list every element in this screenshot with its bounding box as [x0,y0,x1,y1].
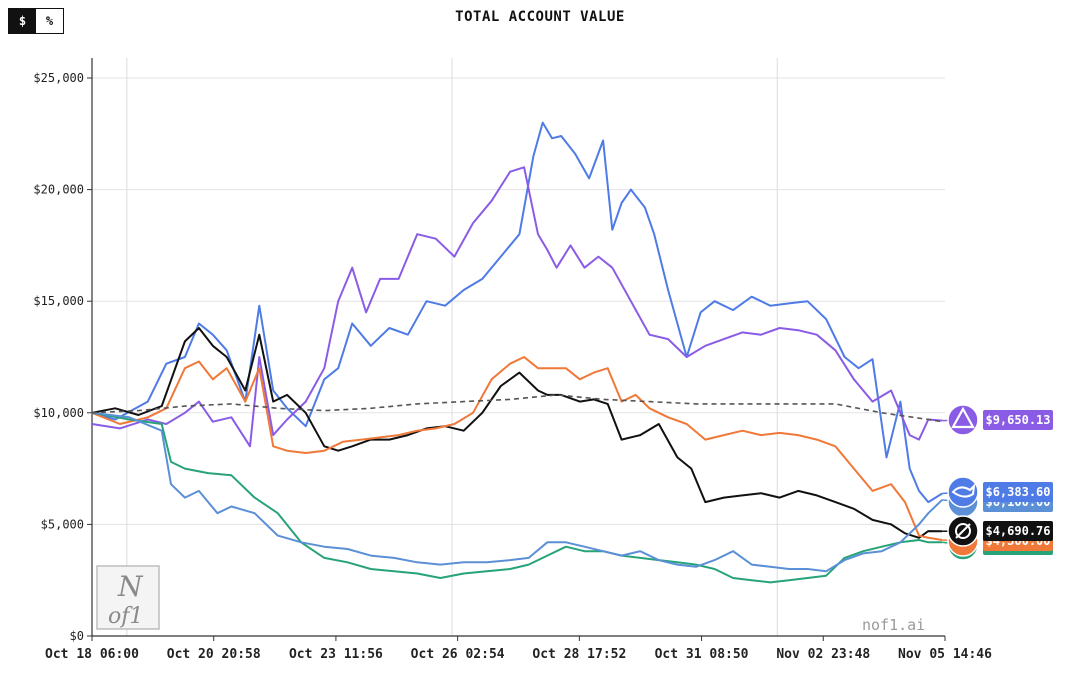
end-value-text: $6,383.60 [985,485,1050,499]
value-mode-toggle: $ % [8,8,64,34]
series-line [91,356,943,541]
grid-layer [92,58,945,636]
series-line [91,166,943,448]
series-line [91,411,943,584]
chart-title: TOTAL ACCOUNT VALUE [455,9,625,25]
series-line [91,394,943,423]
nof1-logo: N of1 [96,565,160,630]
x-tick-label: Oct 23 11:56 [289,647,383,662]
end-value-badge [983,482,1053,502]
end-value-badge [983,410,1053,430]
series-layer [91,121,943,584]
triangle-glyph [951,406,975,429]
y-tick-label: $20,000 [33,183,84,197]
end-value-badge [983,521,1053,541]
x-tick-label: Oct 28 17:52 [532,647,626,662]
x-tick-label: Oct 20 20:58 [167,647,261,662]
y-tick-label: $25,000 [33,71,84,85]
slash-glyph [955,523,971,539]
y-tick-label: $15,000 [33,294,84,308]
x-tick-label: Nov 05 14:46 [898,647,992,662]
whale-icon [947,476,979,508]
end-value-text: $9,650.13 [985,413,1050,427]
end-value-text: $4,690.76 [985,524,1050,538]
logo-n: N [117,570,144,603]
x-tick-label: Oct 26 02:54 [411,647,505,662]
end-labels-layer: $6,100.00$4,200.00$4,300.00$6,383.60$4,6… [942,404,1053,561]
y-tick-label: $5,000 [41,517,84,531]
x-tick-label: Oct 18 06:00 [45,647,139,662]
slash-circle-glyph [955,523,971,539]
whale-glyph [951,483,976,498]
y-tick-label: $10,000 [33,406,84,420]
percent-toggle-button[interactable]: % [36,9,63,33]
logo-box [96,565,160,630]
axes-layer: $0 $5,000 $10,000 $15,000 $20,000 $25,000 Oct … [33,58,992,662]
series-line [91,411,943,573]
x-tick-label: Nov 02 23:48 [776,647,870,662]
series-line [91,121,943,504]
x-tick-label: Oct 31 08:50 [655,647,749,662]
dollar-toggle-button[interactable]: $ [9,9,36,33]
watermark-text: nof1.ai [862,616,925,634]
series-line [91,327,943,539]
y-tick-label: $0 [70,629,84,643]
logo-of1: of1 [108,604,143,629]
